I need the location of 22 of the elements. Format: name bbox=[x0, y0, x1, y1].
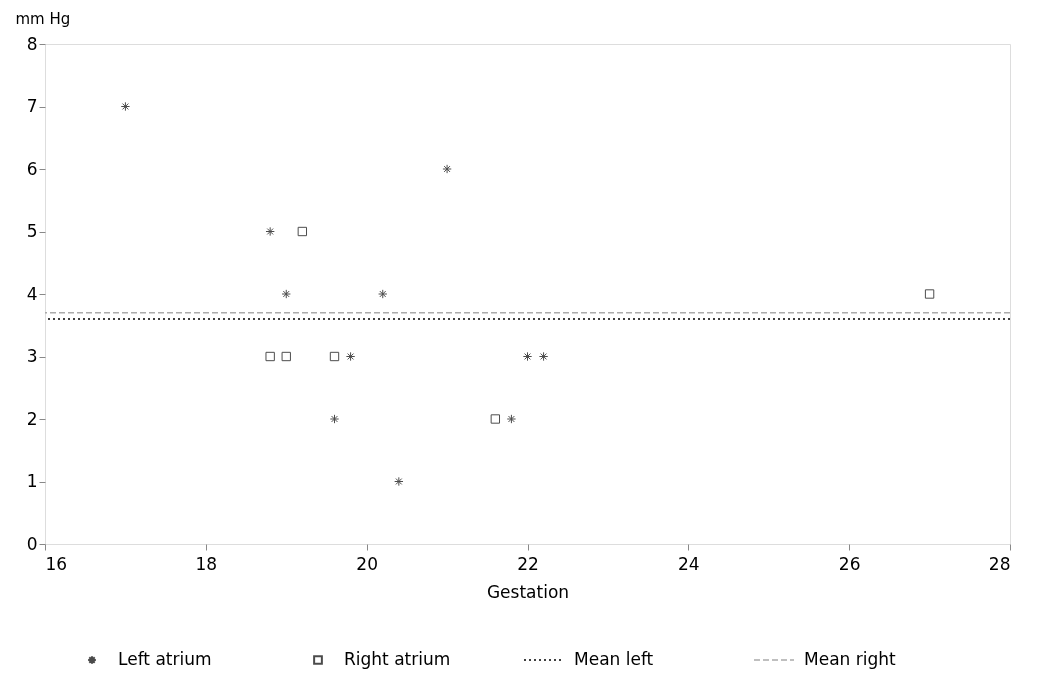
legend-label: Mean right bbox=[804, 649, 896, 669]
y-tick-label: 7 bbox=[26, 96, 38, 116]
x-tick-label: 22 bbox=[517, 553, 539, 574]
legend-label: Right atrium bbox=[344, 649, 451, 669]
x-tick-label: 18 bbox=[195, 553, 218, 574]
y-axis-title: mm Hg bbox=[15, 9, 71, 28]
legend-label: Left atrium bbox=[118, 649, 212, 669]
x-tick-label: 26 bbox=[838, 553, 861, 574]
y-tick-label: 5 bbox=[26, 221, 38, 241]
legend-label: Mean left bbox=[574, 649, 654, 669]
y-tick-label: 2 bbox=[26, 408, 38, 429]
y-tick-label: 3 bbox=[26, 346, 38, 366]
y-tick-label: 0 bbox=[26, 533, 38, 554]
y-tick-label: 8 bbox=[26, 33, 38, 54]
x-tick-label: 20 bbox=[356, 553, 378, 574]
y-tick-label: 6 bbox=[26, 158, 38, 179]
x-tick-label: 24 bbox=[678, 553, 700, 574]
y-tick-label: 1 bbox=[26, 471, 38, 491]
y-tick-label: 4 bbox=[26, 283, 38, 304]
x-tick-label: 28 bbox=[988, 553, 1011, 574]
x-axis-title: Gestation bbox=[486, 581, 570, 602]
x-tick-label: 16 bbox=[45, 553, 68, 574]
